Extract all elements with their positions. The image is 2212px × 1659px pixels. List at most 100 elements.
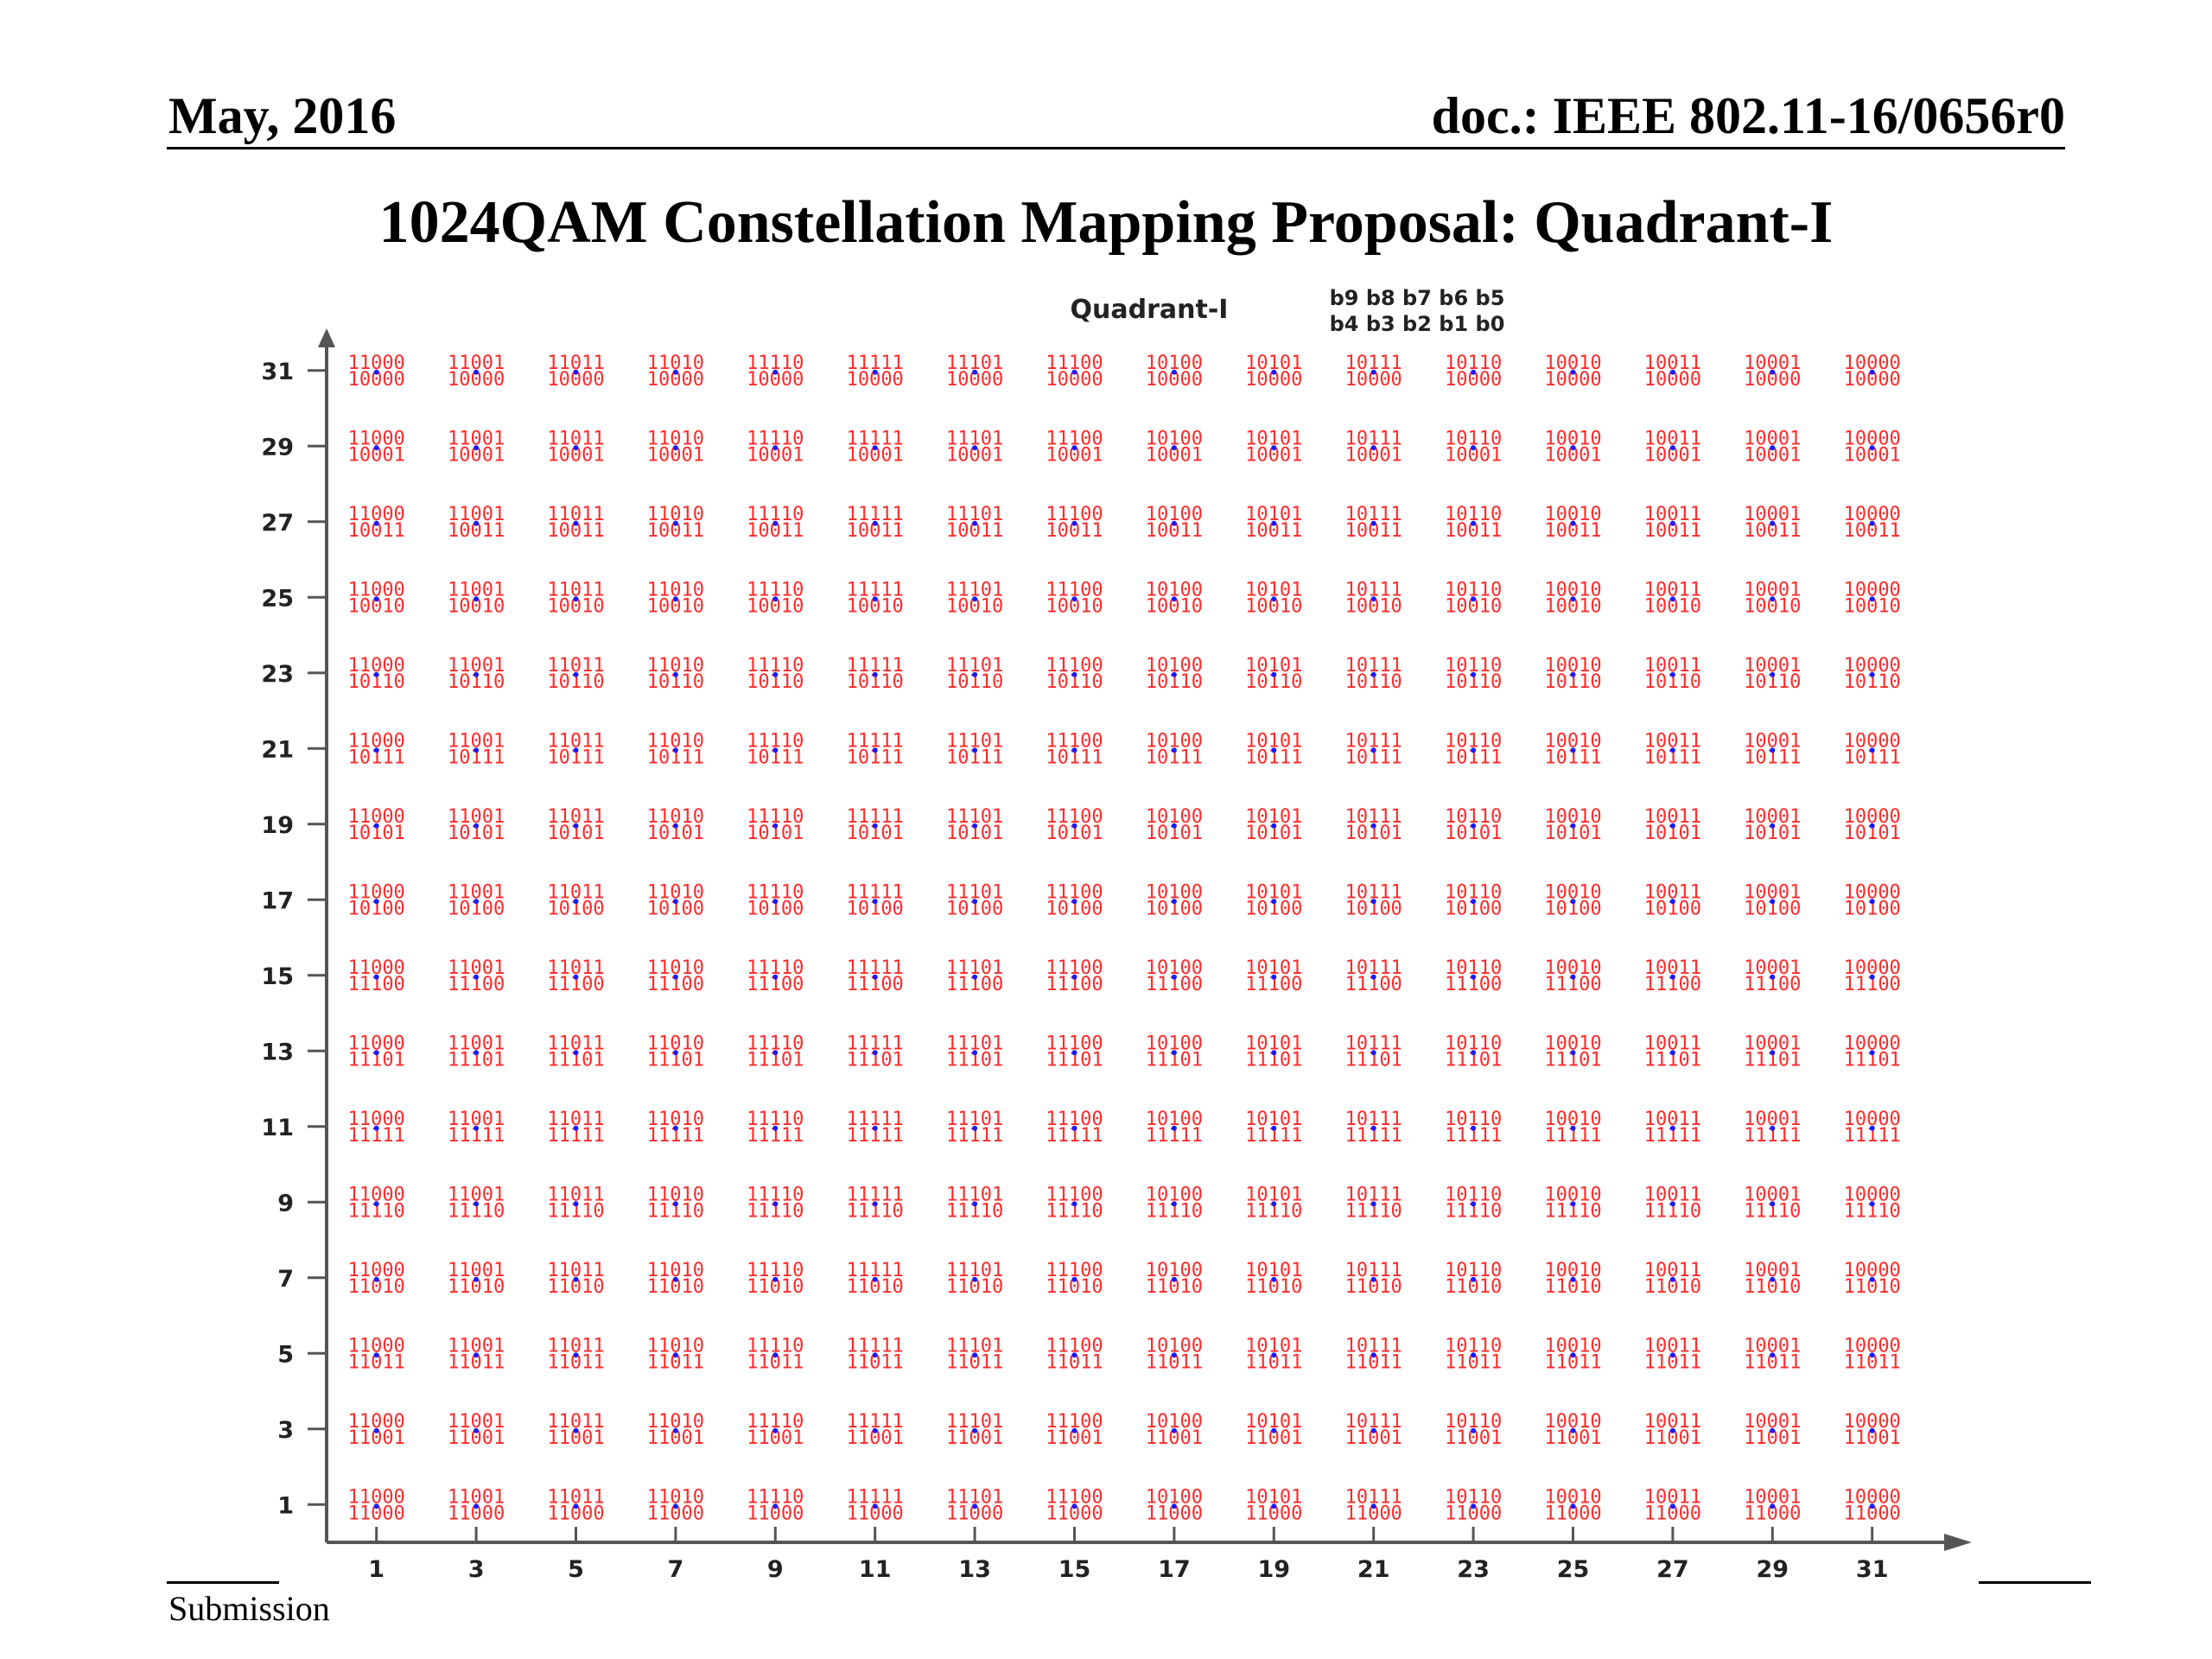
- point-dot: [1570, 1276, 1576, 1282]
- point-dot: [1271, 671, 1277, 677]
- point-dot: [972, 445, 978, 451]
- point-dot: [972, 1352, 978, 1358]
- point-dot: [1471, 974, 1477, 980]
- point-dot: [672, 974, 678, 980]
- point-dot: [972, 1276, 978, 1282]
- header-doc-id: doc.: IEEE 802.11-16/0656r0: [1431, 87, 2065, 144]
- point-dot: [1071, 1352, 1077, 1358]
- point-dot: [1071, 520, 1077, 526]
- x-tick-label: 17: [1158, 1556, 1191, 1583]
- point-dot: [872, 1352, 878, 1358]
- point-dot: [1271, 1125, 1277, 1131]
- x-tick-label: 3: [468, 1556, 485, 1583]
- y-tick-label: 5: [277, 1341, 294, 1368]
- point-dot: [1171, 1352, 1177, 1358]
- point-dot: [672, 1503, 678, 1510]
- point-dot: [972, 1503, 978, 1510]
- y-tick-label: 21: [261, 736, 294, 763]
- point-dot: [1471, 899, 1477, 905]
- point-dot: [474, 671, 480, 677]
- point-dot: [373, 520, 379, 526]
- point-dot: [1071, 1050, 1077, 1056]
- point-dot: [1370, 445, 1376, 451]
- point-dot: [1770, 747, 1776, 753]
- point-dot: [1669, 1125, 1675, 1131]
- point-dot: [1370, 1352, 1376, 1358]
- bit-order-line1: b9 b8 b7 b6 b5: [1330, 286, 1505, 310]
- point-dot: [1669, 1276, 1675, 1282]
- point-dot: [1071, 596, 1077, 602]
- point-dot: [872, 1125, 878, 1131]
- point-dot: [573, 1352, 579, 1358]
- x-axis-ticks: 1 3 5 7 9 11 13 15 17 19 21 23 25 27 29 31: [368, 1527, 1888, 1583]
- point-dot: [474, 596, 480, 602]
- x-tick-label: 23: [1457, 1556, 1490, 1583]
- x-tick-label: 29: [1757, 1556, 1789, 1583]
- point-dot: [872, 1050, 878, 1056]
- point-dot: [1271, 596, 1277, 602]
- point-dot: [772, 1427, 779, 1433]
- slide-title: 1024QAM Constellation Mapping Proposal: …: [378, 189, 1834, 256]
- point-dot: [972, 671, 978, 677]
- point-dot: [972, 596, 978, 602]
- point-dot: [772, 1201, 779, 1207]
- point-dot: [1869, 520, 1875, 526]
- y-tick-label: 15: [261, 963, 294, 990]
- point-dot: [1669, 1050, 1675, 1056]
- point-dot: [1271, 520, 1277, 526]
- point-dot: [373, 747, 379, 753]
- point-dot: [772, 520, 779, 526]
- point-dot: [1869, 1201, 1875, 1207]
- point-dot: [672, 369, 678, 375]
